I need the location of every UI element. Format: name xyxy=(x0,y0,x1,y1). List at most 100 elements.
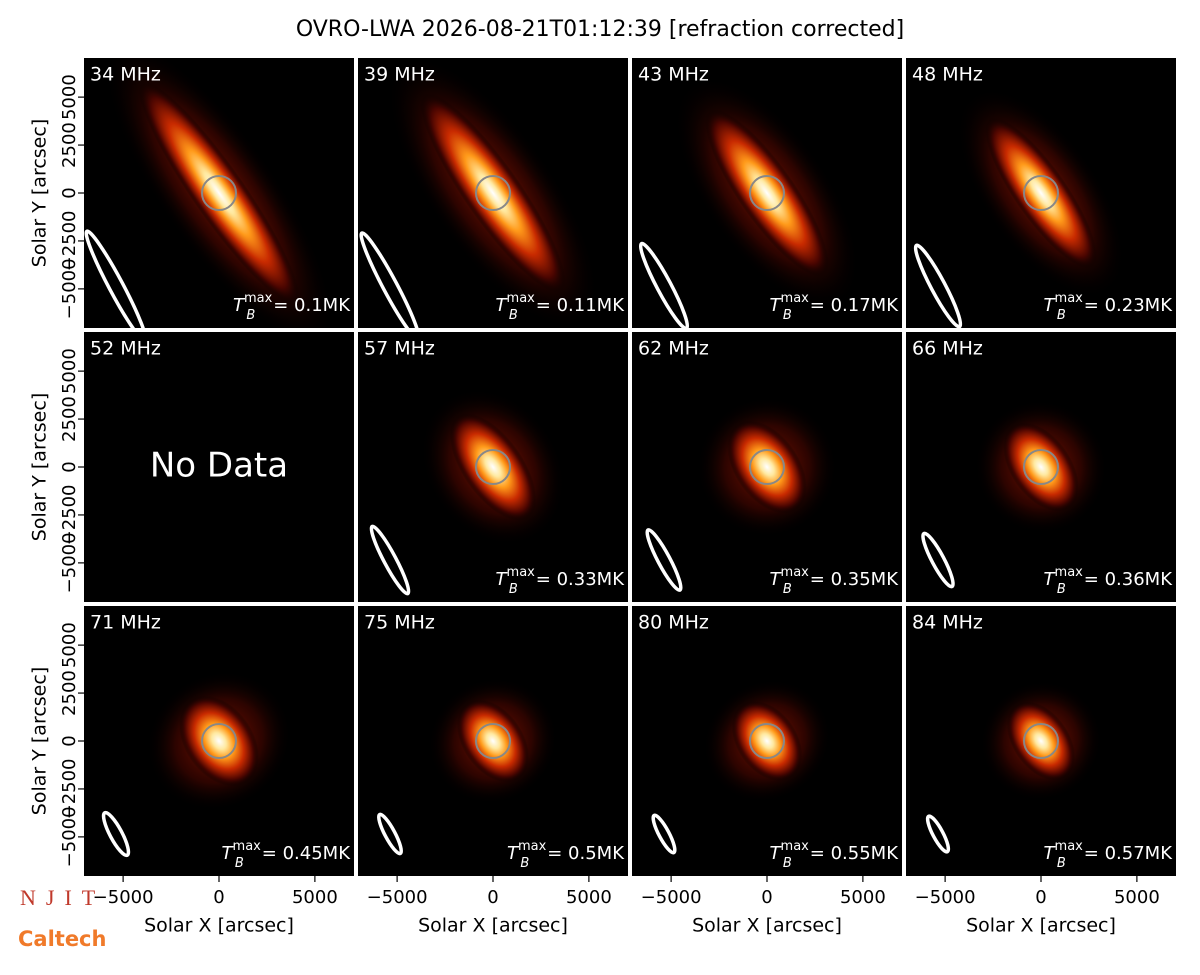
no-data-note: No Data xyxy=(150,446,288,486)
x-tick-label: −5000 xyxy=(367,887,428,908)
y-tick-label: 5000 xyxy=(59,74,80,120)
tb-superscript: max xyxy=(781,291,810,306)
x-axis-label: Solar X [arcsec] xyxy=(966,915,1116,937)
y-tick-label: 2500 xyxy=(59,122,80,168)
emission xyxy=(727,420,807,514)
tb-symbol: T xyxy=(770,295,783,316)
tb-subscript: B xyxy=(246,308,255,323)
panel: No Data xyxy=(150,446,288,486)
panel xyxy=(651,679,831,855)
tb-max-annotation: Tmax B = 0.35MK xyxy=(770,565,900,597)
y-tick-label: −5000 xyxy=(59,806,80,867)
tb-max-annotation: Tmax B = 0.45MK xyxy=(222,839,352,871)
tb-max-annotation: Tmax B = 0.11MK xyxy=(496,291,626,323)
y-tick-label: 5000 xyxy=(59,348,80,394)
tb-subscript: B xyxy=(520,856,529,871)
y-tick-label: 0 xyxy=(59,735,80,746)
beam xyxy=(913,243,963,328)
x-tick-label: 0 xyxy=(1035,887,1046,908)
emission xyxy=(449,413,537,521)
beam xyxy=(101,810,131,858)
panel xyxy=(645,396,838,592)
tb-value: = 0.1MK xyxy=(273,295,351,316)
beam xyxy=(84,229,148,328)
tb-symbol: T xyxy=(222,843,235,864)
tb-superscript: max xyxy=(781,565,810,580)
y-tick-label: −2500 xyxy=(59,758,80,819)
tb-max-annotation: Tmax B = 0.5MK xyxy=(507,839,625,871)
beam xyxy=(359,231,421,328)
x-tick-label: 5000 xyxy=(566,887,612,908)
tb-subscript: B xyxy=(1057,308,1066,323)
frequency-label: 84 MHz xyxy=(912,612,983,634)
solar-disk xyxy=(749,723,785,759)
solar-disk xyxy=(1023,449,1059,485)
tb-subscript: B xyxy=(783,308,792,323)
tb-max-annotation: Tmax B = 0.57MK xyxy=(1044,839,1174,871)
figure-title: OVRO-LWA 2026-08-21T01:12:39 [refraction… xyxy=(296,17,904,42)
emission xyxy=(420,93,566,293)
tb-symbol: T xyxy=(1044,843,1057,864)
panel xyxy=(913,88,1125,328)
logo-njit: NJIT xyxy=(20,885,105,910)
tb-superscript: max xyxy=(507,565,536,580)
tb-max-annotation: Tmax B = 0.23MK xyxy=(1044,291,1174,323)
panel xyxy=(377,677,558,856)
tb-superscript: max xyxy=(244,291,273,306)
frequency-label: 66 MHz xyxy=(912,338,983,360)
emission xyxy=(705,109,829,277)
x-tick-label: 5000 xyxy=(292,887,338,908)
tb-value: = 0.45MK xyxy=(262,843,351,864)
tb-superscript: max xyxy=(1055,839,1084,854)
tb-max-annotation: Tmax B = 0.17MK xyxy=(770,291,900,323)
x-axis-label: Solar X [arcsec] xyxy=(144,915,294,937)
tb-superscript: max xyxy=(1055,565,1084,580)
tb-subscript: B xyxy=(509,582,518,597)
emission xyxy=(138,81,300,305)
frequency-label: 43 MHz xyxy=(638,64,709,86)
tb-max-annotation: Tmax B = 0.1MK xyxy=(233,291,351,323)
tb-symbol: T xyxy=(770,843,783,864)
frequency-label: 39 MHz xyxy=(364,64,435,86)
panel-background xyxy=(84,332,354,602)
tb-superscript: max xyxy=(518,839,547,854)
tb-value: = 0.23MK xyxy=(1084,295,1173,316)
frequency-label: 48 MHz xyxy=(912,64,983,86)
emission xyxy=(1003,422,1079,512)
tb-superscript: max xyxy=(1055,291,1084,306)
emission xyxy=(985,117,1097,269)
tb-symbol: T xyxy=(1044,295,1057,316)
solar-disk xyxy=(201,175,237,211)
tb-symbol: T xyxy=(770,569,783,590)
beam xyxy=(638,241,690,328)
tb-subscript: B xyxy=(509,308,518,323)
solar-disk xyxy=(1023,175,1059,211)
x-tick-label: −5000 xyxy=(915,887,976,908)
tb-superscript: max xyxy=(781,839,810,854)
solar-disk xyxy=(475,449,511,485)
panel xyxy=(359,58,599,328)
tb-symbol: T xyxy=(496,569,509,590)
x-tick-label: −5000 xyxy=(93,887,154,908)
solar-disk xyxy=(749,175,785,211)
y-axis-label: Solar Y [arcsec] xyxy=(29,119,51,267)
solar-disk xyxy=(475,723,511,759)
beam xyxy=(651,813,677,855)
tb-subscript: B xyxy=(783,856,792,871)
tb-symbol: T xyxy=(1044,569,1057,590)
panel xyxy=(925,680,1102,854)
tb-subscript: B xyxy=(235,856,244,871)
beam xyxy=(645,528,683,592)
frequency-label: 62 MHz xyxy=(638,338,709,360)
tb-value: = 0.55MK xyxy=(810,843,899,864)
frequency-label: 71 MHz xyxy=(90,612,161,634)
solar-disk xyxy=(1023,723,1059,759)
tb-superscript: max xyxy=(233,839,262,854)
panel xyxy=(921,399,1108,589)
x-tick-label: 5000 xyxy=(1114,887,1160,908)
frequency-label: 80 MHz xyxy=(638,612,709,634)
tb-value: = 0.33MK xyxy=(536,569,625,590)
emission xyxy=(1006,701,1076,781)
tb-symbol: T xyxy=(507,843,520,864)
y-tick-label: 5000 xyxy=(59,622,80,668)
